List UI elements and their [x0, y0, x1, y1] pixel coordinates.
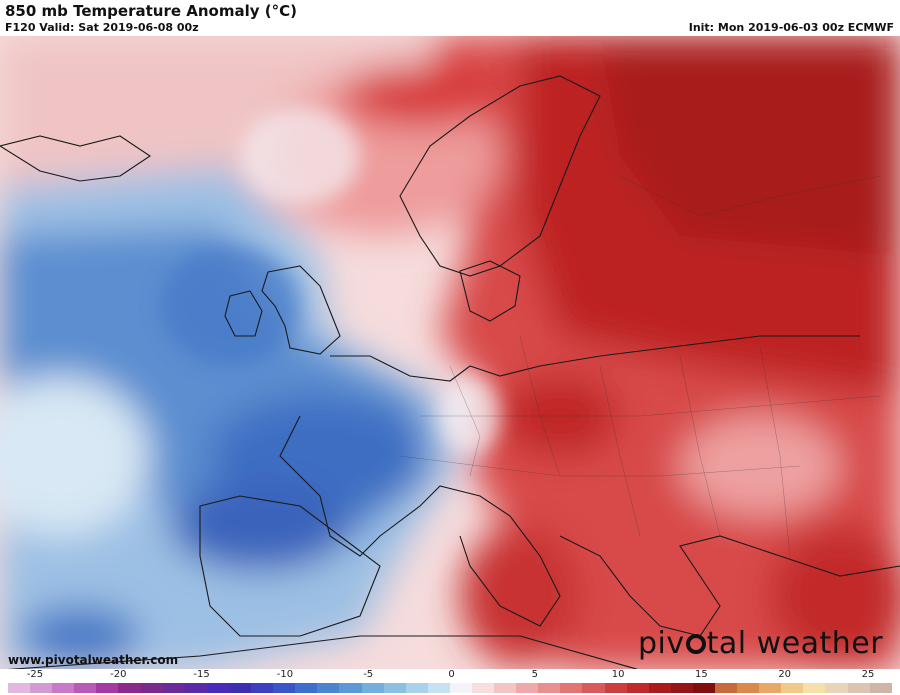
- colorbar-swatch: [427, 683, 450, 693]
- colorbar-swatch: [361, 683, 384, 693]
- colorbar-swatch: [803, 683, 826, 693]
- colorbar-swatch: [140, 683, 163, 693]
- colorbar-tick-label: -25: [26, 669, 44, 680]
- colorbar-swatch: [96, 683, 119, 693]
- colorbar-swatch: [692, 683, 715, 693]
- colorbar-swatch: [781, 683, 804, 693]
- colorbar-swatch: [184, 683, 207, 693]
- colorbar-swatch: [295, 683, 318, 693]
- colorbar-swatch: [582, 683, 605, 693]
- colorbar-swatch: [52, 683, 75, 693]
- brand-part: tal weather: [706, 626, 884, 661]
- colorbar-swatch: [251, 683, 274, 693]
- colorbar-tick-label: -15: [193, 669, 210, 680]
- colorbar-swatch: [405, 683, 428, 693]
- valid-time: F120 Valid: Sat 2019-06-08 00z: [5, 21, 199, 34]
- temperature-anomaly-map: [0, 36, 900, 670]
- colorbar-swatch: [449, 683, 472, 693]
- colorbar-swatch: [74, 683, 97, 693]
- colorbar-swatch: [228, 683, 252, 693]
- logo-o-icon: [685, 634, 706, 654]
- colorbar-swatch: [759, 683, 782, 693]
- colorbar-swatch: [162, 683, 185, 693]
- colorbar-swatch: [715, 683, 738, 693]
- colorbar-tick-label: -5: [363, 669, 374, 680]
- colorbar-tick-label: 20: [778, 669, 792, 680]
- colorbar-swatch: [206, 683, 229, 693]
- map-title: 850 mb Temperature Anomaly (°C): [5, 2, 297, 20]
- colorbar-swatch: [847, 683, 870, 693]
- init-time: Init: Mon 2019-06-03 00z ECMWF: [688, 21, 894, 34]
- colorbar-swatch: [538, 683, 561, 693]
- colorbar-tick-label: 10: [611, 669, 625, 680]
- colorbar-swatch: [737, 683, 760, 693]
- website-url: www.pivotalweather.com: [8, 653, 179, 667]
- colorbar-swatch: [471, 683, 495, 693]
- colorbar-swatch: [8, 683, 31, 693]
- colorbar-swatch: [516, 683, 539, 693]
- colorbar-swatch: [30, 683, 53, 693]
- colorbar-swatch: [648, 683, 671, 693]
- colorbar-swatch: [869, 683, 892, 693]
- colorbar-swatch: [494, 683, 517, 693]
- colorbar-tick-label: 15: [695, 669, 708, 680]
- header: 850 mb Temperature Anomaly (°C) F120 Val…: [0, 0, 900, 36]
- colorbar-swatch: [626, 683, 649, 693]
- colorbar-tick-label: 25: [861, 669, 875, 680]
- colorbar-swatches: [8, 683, 892, 693]
- colorbar-tick-label: -20: [110, 669, 127, 680]
- colorbar-swatch: [670, 683, 693, 693]
- colorbar-swatch: [118, 683, 141, 693]
- colorbar-swatch: [560, 683, 583, 693]
- colorbar: -25 -20 -15 -10 -5 0 5 10 15 20 25: [0, 669, 900, 695]
- colorbar-swatch: [317, 683, 340, 693]
- colorbar-swatch: [825, 683, 848, 693]
- colorbar-swatch: [273, 683, 296, 693]
- colorbar-tick-label: 0: [448, 669, 455, 680]
- brand-part: piv: [638, 626, 685, 661]
- colorbar-tick-label: 5: [531, 669, 538, 680]
- colorbar-swatch: [383, 683, 406, 693]
- pivotal-weather-logo: piv tal weather: [638, 626, 883, 661]
- colorbar-tick-label: -10: [276, 669, 294, 680]
- colorbar-swatch: [604, 683, 627, 693]
- colorbar-swatch: [339, 683, 362, 693]
